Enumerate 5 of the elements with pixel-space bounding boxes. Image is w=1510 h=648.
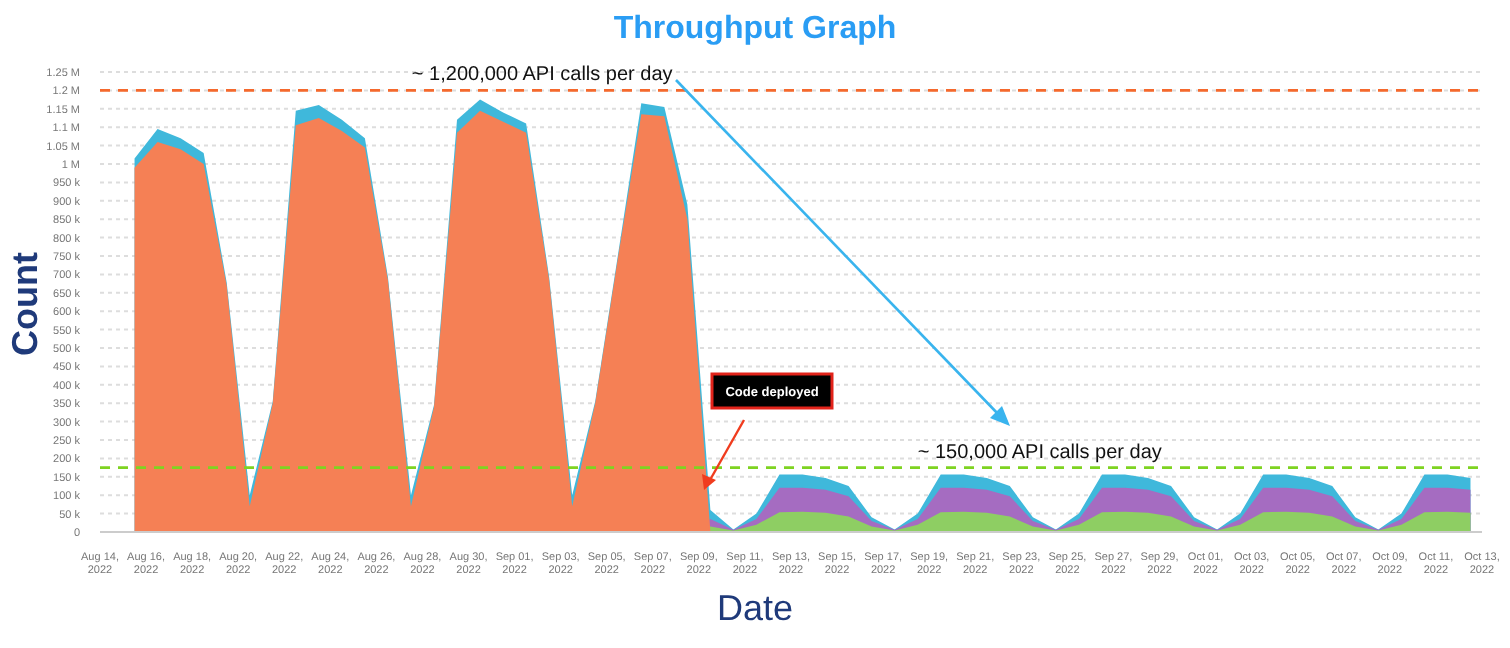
ref-line-label: ~ 150,000 API calls per day (917, 441, 1162, 464)
chart-title: Throughput Graph (611, 12, 899, 48)
ref-line-label: ~ 1,200,000 API calls per day (411, 64, 673, 87)
x-axis-title: Date (714, 588, 796, 630)
y-axis-title: Count (5, 252, 47, 356)
